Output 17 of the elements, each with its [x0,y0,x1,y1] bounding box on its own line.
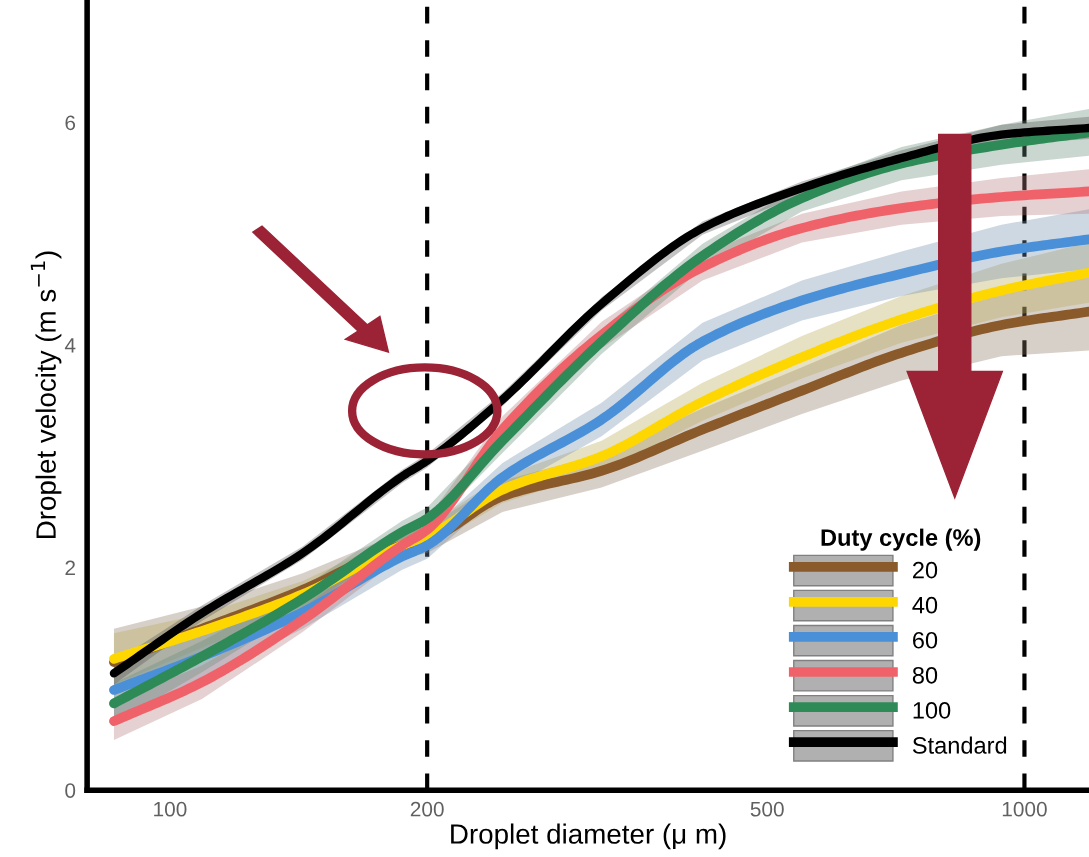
legend-label: 100 [913,702,951,719]
legend-label: 40 [912,596,938,614]
x-tick-label: 1000 [1002,801,1047,817]
x-axis-title: Droplet diameter (μ m) [451,823,726,850]
y-tick-label: 4 [64,338,76,353]
legend-title: Duty cycle (%) [821,528,981,551]
y-tick-label: 2 [65,560,75,576]
legend-label: 80 [912,666,938,684]
legend-label: Standard [912,736,1007,754]
y-tick-label: 0 [65,783,76,798]
y-axis-title: Droplet velocity (m s$^{−1}$) [30,251,62,539]
y-tick-label: 6 [65,115,76,131]
x-tick-label: 200 [410,801,444,817]
legend-label: 60 [913,631,938,649]
legend-label: 20 [913,561,938,579]
x-tick-label: 500 [750,801,784,817]
x-tick-label: 100 [154,801,187,817]
